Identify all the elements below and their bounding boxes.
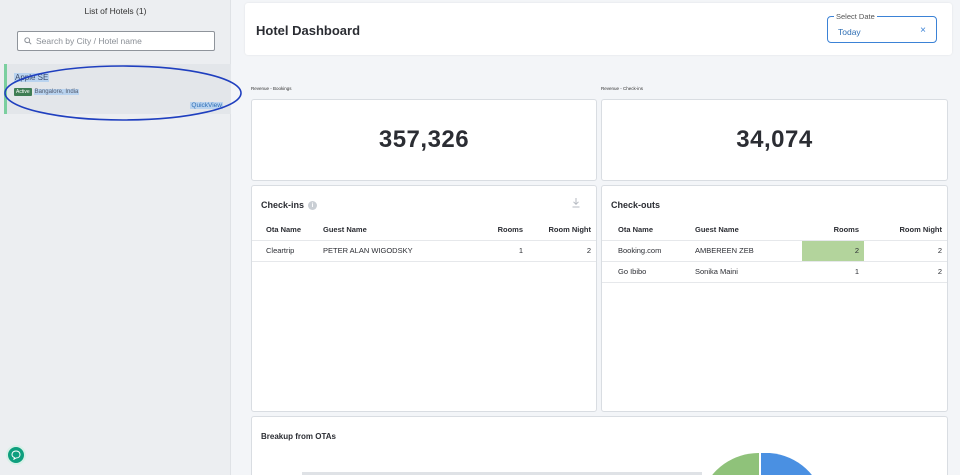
metric-value-bookings: 357,326 (378, 126, 470, 153)
column-header[interactable]: Room Night (528, 220, 596, 241)
checkouts-table: Ota Name Guest Name Rooms Room Night Boo… (602, 220, 947, 283)
metric-value-checkins: 34,074 (736, 126, 813, 153)
rooms-cell-highlighted: 2 (802, 240, 864, 262)
quickview-link[interactable]: QuickView (190, 102, 223, 109)
hotel-list-sidebar: List of Hotels (1) Apple SE Active Banga… (0, 0, 242, 475)
table-header-row: Ota Name Guest Name Rooms Room Night (252, 220, 596, 241)
page-title: Hotel Dashboard (256, 23, 361, 38)
checkouts-card: Check-outs Ota Name Guest Name Rooms Roo… (601, 185, 948, 412)
dashboard-main: Hotel Dashboard Select Date Today × Reve… (245, 0, 960, 475)
clear-date-icon[interactable]: × (920, 25, 926, 36)
ota-breakup-title: Breakup from OTAs (261, 432, 336, 441)
column-header[interactable]: Room Night (864, 220, 947, 241)
column-header[interactable]: Ota Name (602, 220, 690, 241)
rooms-cell: 1 (468, 240, 528, 262)
room-nights-cell: 2 (864, 261, 947, 283)
table-row: Cleartrip PETER ALAN WIGODSKY 1 2 (252, 240, 596, 262)
status-badge: Active (14, 88, 32, 96)
info-icon[interactable]: i (308, 200, 318, 210)
checkins-title: Check-ins (261, 200, 305, 210)
rooms-cell: 1 (802, 261, 864, 283)
metric-label-checkins: Revenue - Check-ins (601, 86, 644, 91)
table-row: Go Ibibo Sonika Maini 1 2 (602, 261, 947, 283)
download-icon[interactable] (571, 197, 581, 208)
ota-name-cell: Booking.com (602, 240, 690, 262)
chart-tooltip-shadow (302, 472, 702, 475)
room-nights-cell: 2 (864, 240, 947, 262)
guest-name-cell: PETER ALAN WIGODSKY (318, 240, 468, 262)
checkouts-title-wrap: Check-outs (611, 200, 660, 210)
metric-label-bookings: Revenue - Bookings (251, 86, 292, 91)
column-header[interactable]: Ota Name (252, 220, 318, 241)
hotel-name: Apple SE (14, 73, 50, 82)
date-select-label: Select Date (834, 12, 877, 21)
hotel-search-field[interactable] (17, 31, 215, 51)
chat-bubble-icon (11, 450, 21, 460)
ota-name-cell: Go Ibibo (602, 261, 690, 283)
table-row: Booking.com AMBEREEN ZEB 2 2 (602, 240, 947, 262)
checkins-title-wrap: Check-ins i (261, 200, 318, 210)
ota-breakup-card: Breakup from OTAs (251, 416, 948, 475)
guest-name-cell: AMBEREEN ZEB (690, 240, 802, 262)
column-header[interactable]: Guest Name (318, 220, 468, 241)
ota-name-cell: Cleartrip (252, 240, 318, 262)
checkouts-title: Check-outs (611, 200, 661, 210)
column-header[interactable]: Rooms (468, 220, 528, 241)
column-header[interactable]: Guest Name (690, 220, 802, 241)
hotel-location: Bangalore, India (33, 89, 80, 95)
hotel-list-item[interactable]: Apple SE Active Bangalore, India QuickVi… (4, 64, 231, 114)
date-select-value[interactable]: Today (838, 27, 861, 37)
checkins-table: Ota Name Guest Name Rooms Room Night Cle… (252, 220, 596, 262)
pie-slice-blue (761, 453, 812, 475)
column-header[interactable]: Rooms (802, 220, 864, 241)
checkins-card: Check-ins i Ota Name Guest Name Rooms Ro… (251, 185, 597, 412)
metric-card-checkins: 34,074 (601, 99, 948, 181)
date-select[interactable]: Select Date Today × (827, 12, 937, 43)
hotel-search-input[interactable] (36, 36, 206, 46)
table-header-row: Ota Name Guest Name Rooms Room Night (602, 220, 947, 241)
room-nights-cell: 2 (528, 240, 596, 262)
metric-card-bookings: 357,326 (251, 99, 597, 181)
hotel-meta: Active Bangalore, India (14, 88, 80, 96)
guest-name-cell: Sonika Maini (690, 261, 802, 283)
chat-button[interactable] (6, 445, 26, 465)
dashboard-header: Hotel Dashboard Select Date Today × (245, 3, 952, 55)
pie-slice-green (712, 453, 759, 475)
ota-pie-chart (712, 453, 812, 475)
hotel-list-title: List of Hotels (1) (84, 6, 147, 16)
search-icon (24, 37, 32, 45)
